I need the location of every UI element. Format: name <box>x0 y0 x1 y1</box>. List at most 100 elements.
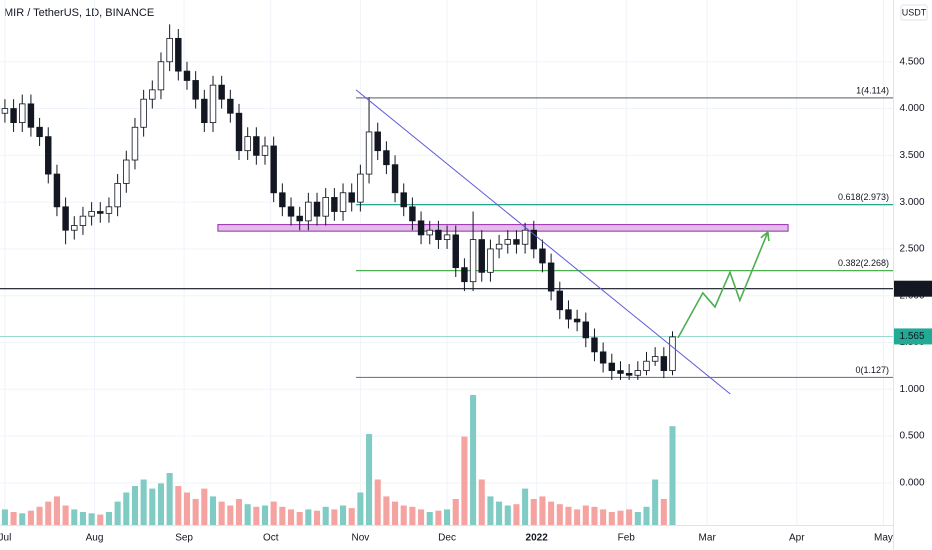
volume-bar <box>79 512 86 525</box>
fib-label: 0(1.127) <box>855 365 889 375</box>
candle-body <box>435 229 442 240</box>
candle-body <box>365 131 373 175</box>
candle-body <box>131 126 139 161</box>
y-tick-label: 4.500 <box>899 56 924 67</box>
x-tick-label: Apr <box>789 533 805 544</box>
volume-bar <box>183 492 191 525</box>
volume-bar <box>340 505 347 525</box>
volume-bar <box>435 510 442 525</box>
trendline <box>355 89 731 395</box>
candle-body <box>651 356 659 362</box>
volume-bar <box>201 488 208 525</box>
volume-bar <box>513 504 520 525</box>
candle-body <box>201 98 208 123</box>
volume-bar <box>374 479 381 525</box>
price-label-box <box>894 280 932 297</box>
volume-bar <box>496 501 503 525</box>
candle-body <box>556 290 564 311</box>
price-label: 2.075 <box>899 283 924 294</box>
volume-bar <box>392 501 399 525</box>
volume-bar <box>478 479 485 525</box>
volume-bar <box>617 510 624 525</box>
volume-bar <box>296 512 303 525</box>
zone <box>217 224 789 232</box>
volume-bar <box>279 506 286 525</box>
volume-bar <box>131 486 138 525</box>
x-tick-label: Mar <box>699 533 717 544</box>
volume-bar <box>582 505 589 525</box>
candle-body <box>27 103 35 128</box>
candle-body <box>140 98 147 128</box>
candle-body <box>209 84 217 123</box>
candle-body <box>374 131 381 152</box>
candle-body <box>79 215 87 226</box>
volume-bar <box>45 501 52 525</box>
volume-bar <box>140 479 147 525</box>
currency-label[interactable]: USDT <box>902 7 927 17</box>
projection-arrowhead <box>760 230 770 242</box>
candle-body <box>660 356 668 371</box>
y-tick-label: 4.000 <box>899 103 924 114</box>
candle-body <box>19 103 26 123</box>
volume-bar <box>10 512 17 525</box>
currency-box[interactable] <box>900 4 928 21</box>
candle-body <box>487 248 494 273</box>
candle-body <box>426 229 433 236</box>
chart-title: MIR / TetherUS, 1D, BINANCE <box>4 7 154 19</box>
candle-body <box>175 37 182 72</box>
x-tick-label: Oct <box>263 533 279 544</box>
volume-bar <box>287 509 295 525</box>
candle-body <box>452 234 459 269</box>
volume-bar <box>348 508 355 525</box>
candle-body <box>227 98 234 114</box>
volume-bar <box>409 506 416 525</box>
candle-body <box>599 351 607 364</box>
volume-bar <box>244 504 251 525</box>
volume-bar <box>660 499 667 525</box>
volume-bar <box>123 492 130 525</box>
fib-label: 0.382(2.268) <box>838 258 889 268</box>
candle-body <box>157 61 165 91</box>
volume-bar <box>418 509 425 525</box>
candle-body <box>443 234 451 240</box>
candle-body <box>149 89 156 100</box>
x-tick-label: Jul <box>0 533 11 544</box>
candle-body <box>322 197 329 217</box>
candle-body <box>634 370 642 376</box>
projection-path <box>677 231 769 339</box>
candle-body <box>287 206 295 217</box>
volume-bar <box>227 505 234 525</box>
candle-body <box>547 262 555 292</box>
volume-bar <box>27 510 34 525</box>
candle-body <box>192 80 199 100</box>
candle-body <box>608 362 616 371</box>
volume-bar <box>175 486 182 525</box>
volume-bar <box>383 496 390 525</box>
candle-body <box>513 239 520 245</box>
volume-bar <box>253 506 260 525</box>
candle-body <box>348 192 355 203</box>
volume-bar <box>114 501 121 525</box>
volume-bar <box>166 473 173 525</box>
volume-bar <box>192 499 199 525</box>
candle-body <box>36 126 43 138</box>
volume-bar <box>1 509 8 525</box>
candle-body <box>617 370 624 374</box>
candle-body <box>573 318 581 323</box>
volume-bar <box>149 488 156 525</box>
candle-body <box>62 206 69 231</box>
volume-bar <box>634 512 641 525</box>
candle-body <box>123 159 130 184</box>
y-tick-label: 3.000 <box>899 197 924 208</box>
candle-body <box>45 136 52 175</box>
candle-body <box>97 211 104 214</box>
candle-body <box>669 336 676 371</box>
candle-body <box>305 201 312 222</box>
candle-body <box>504 239 511 245</box>
candle-body <box>114 183 121 208</box>
candle-body <box>461 267 468 283</box>
price-label: 1.565 <box>899 331 924 342</box>
volume-bar <box>591 506 598 525</box>
volume-bar <box>305 509 312 525</box>
y-tick-label: 1.000 <box>899 384 924 395</box>
